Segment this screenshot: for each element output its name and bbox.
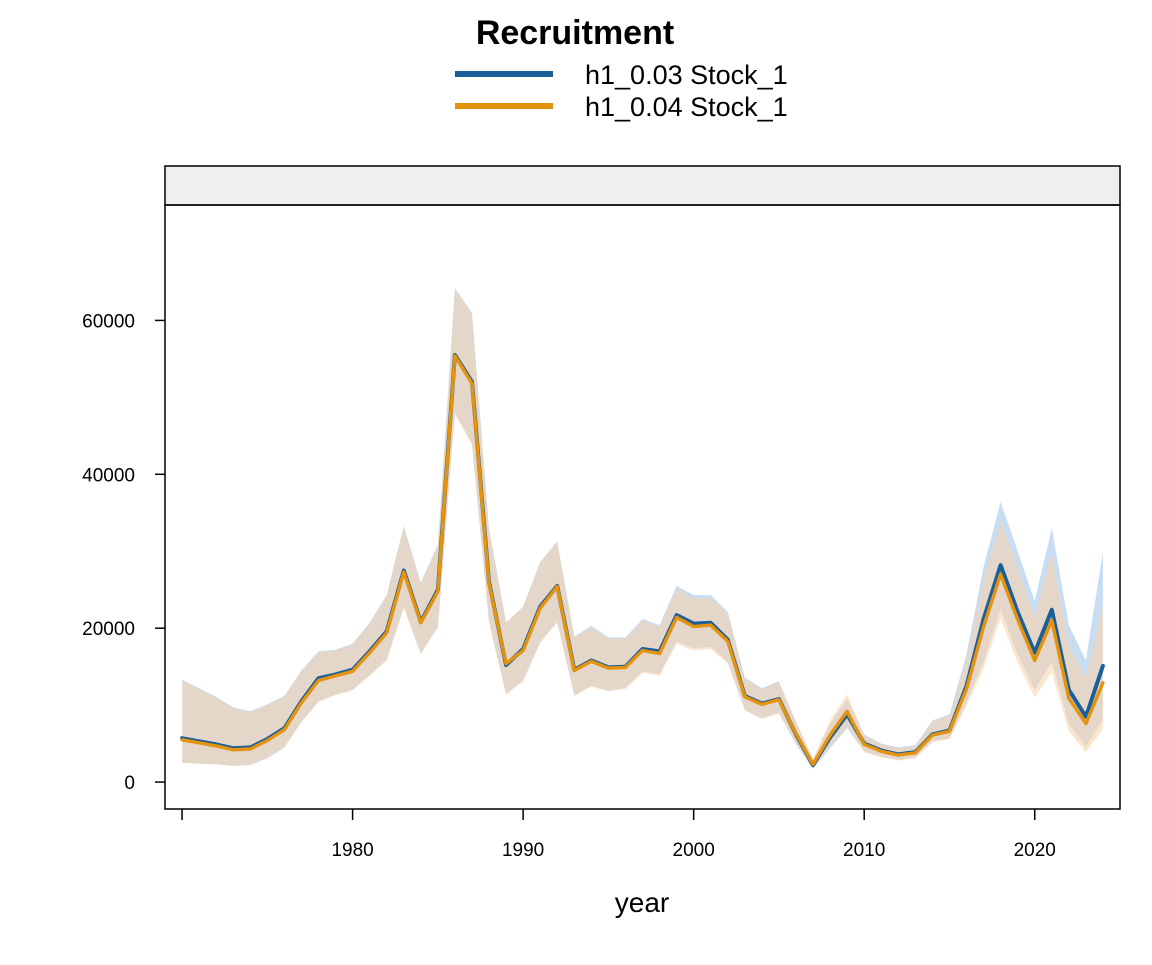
series-lines [180, 353, 1105, 768]
chart-title: Recruitment [476, 14, 674, 52]
plot-frame [164, 204, 1121, 810]
x-tick-label: 1990 [502, 840, 544, 861]
x-axis: 1980 1990 2000 2010 2020 [181, 809, 1056, 861]
x-tick-label: 2020 [1014, 840, 1056, 861]
x-tick-label: 2000 [673, 840, 715, 861]
y-axis: 0 20000 40000 60000 [82, 311, 165, 794]
panel-strip [164, 165, 1121, 206]
x-axis-label: year [615, 887, 669, 918]
y-tick-label: 20000 [82, 619, 135, 640]
x-tick-label: 2010 [843, 840, 885, 861]
series-line-2 [180, 354, 1105, 767]
legend-label-series-2: h1_0.04 Stock_1 [585, 92, 788, 122]
y-tick-label: 0 [124, 773, 135, 794]
y-tick-label: 60000 [82, 311, 135, 332]
y-tick-label: 40000 [82, 465, 135, 486]
confidence-band-series-2 [182, 288, 1103, 769]
legend: h1_0.03 Stock_1 h1_0.04 Stock_1 [455, 60, 788, 122]
x-tick-label: 1980 [331, 840, 373, 861]
legend-label-series-1: h1_0.03 Stock_1 [585, 60, 788, 90]
confidence-bands [182, 288, 1103, 769]
